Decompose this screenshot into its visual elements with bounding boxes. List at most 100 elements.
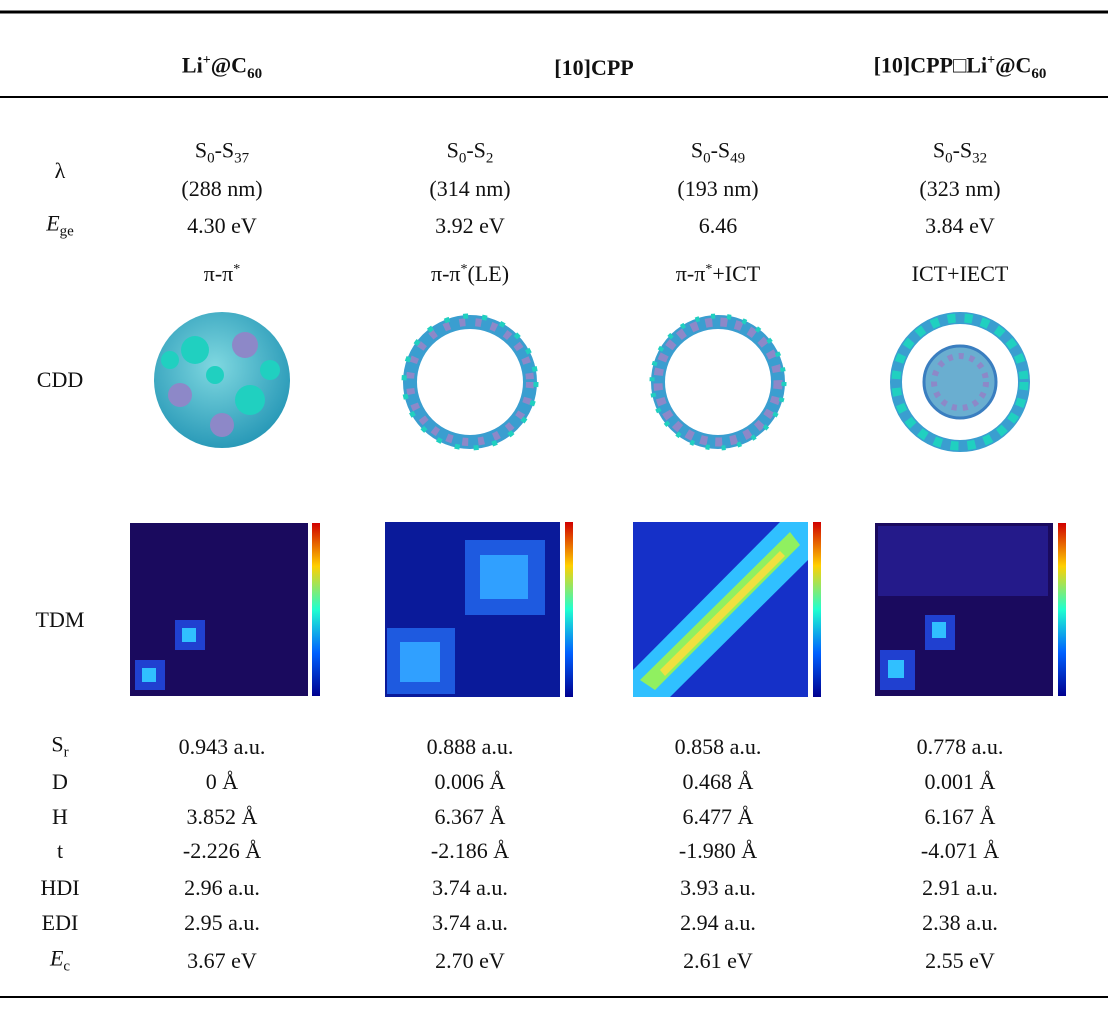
text-run: EDI (42, 910, 79, 935)
tdm-image (385, 522, 573, 697)
table-cell: 6.367 Å (435, 806, 506, 828)
text-run: 3.84 eV (925, 213, 995, 238)
text-run: HDI (40, 875, 79, 900)
table-cell: π-π*+ICT (676, 263, 760, 285)
text-run: H (52, 804, 68, 829)
table-cell: -2.186 Å (431, 840, 509, 862)
text-run: -S (711, 137, 731, 162)
row-label: Ege (46, 212, 74, 239)
table-cell: 4.30 eV (187, 215, 257, 237)
cdd-image (896, 318, 1024, 446)
text-run: + (203, 53, 211, 68)
text-run: 0.006 Å (435, 769, 506, 794)
table-cell: 3.74 a.u. (432, 912, 508, 934)
table-cell: 0 Å (206, 771, 238, 793)
text-run: S (691, 137, 703, 162)
text-run: 0.943 a.u. (179, 734, 266, 759)
text-run: 0 (459, 151, 467, 167)
row-label: TDM (36, 609, 85, 631)
text-run: -S (953, 137, 973, 162)
table-cell: 2.94 a.u. (680, 912, 756, 934)
text-run: [10]CPP□Li (874, 52, 988, 77)
text-run: (LE) (468, 261, 510, 286)
table-cell: S0-S37 (195, 139, 249, 166)
text-run: -S (215, 137, 235, 162)
text-run: ICT+IECT (912, 261, 1009, 286)
text-run: (323 nm) (919, 176, 1000, 201)
text-run: t (57, 838, 63, 863)
text-run: D (52, 769, 68, 794)
table-cell: -1.980 Å (679, 840, 757, 862)
table-cell: 6.167 Å (925, 806, 996, 828)
text-run: 0.001 Å (925, 769, 996, 794)
text-run: CDD (37, 367, 83, 392)
text-run: 0 (945, 151, 953, 167)
text-run: π-π (204, 261, 234, 286)
table-cell: 3.92 eV (435, 215, 505, 237)
table-cell: ICT+IECT (912, 263, 1009, 285)
text-run: 60 (247, 66, 262, 82)
text-run: 2.95 a.u. (184, 910, 260, 935)
table-cell: 0.888 a.u. (427, 736, 514, 758)
text-run: Li (182, 52, 203, 77)
text-run: 3.67 eV (187, 948, 257, 973)
tdm-image (875, 523, 1066, 696)
cdd-image (154, 312, 290, 448)
table-cell: 0.006 Å (435, 771, 506, 793)
row-label: CDD (37, 369, 83, 391)
text-run: S (51, 731, 63, 756)
text-run: @C (211, 52, 247, 77)
text-run: 3.74 a.u. (432, 875, 508, 900)
table-cell: 0.943 a.u. (179, 736, 266, 758)
tdm-image (130, 523, 320, 696)
text-run: 0.858 a.u. (675, 734, 762, 759)
text-run: S (933, 137, 945, 162)
text-run: 3.92 eV (435, 213, 505, 238)
text-run: S (195, 137, 207, 162)
text-run: 0.888 a.u. (427, 734, 514, 759)
table-cell: π-π*(LE) (431, 263, 509, 285)
text-run: * (705, 262, 712, 277)
table-cell: 0.001 Å (925, 771, 996, 793)
text-run: E (50, 945, 63, 970)
text-run: 2.70 eV (435, 948, 505, 973)
text-run: 2.96 a.u. (184, 875, 260, 900)
table-cell: 6.477 Å (683, 806, 754, 828)
text-run: 60 (1031, 66, 1046, 82)
text-run: * (461, 262, 468, 277)
table-cell: 3.67 eV (187, 950, 257, 972)
row-label: Sr (51, 733, 68, 760)
column-header: [10]CPP (554, 57, 633, 79)
table-cell: 0.858 a.u. (675, 736, 762, 758)
table-cell: S0-S32 (933, 139, 987, 166)
row-label: EDI (42, 912, 79, 934)
table-cell: (193 nm) (677, 178, 758, 200)
column-header: [10]CPP□Li+@C60 (874, 54, 1047, 82)
text-run: 6.46 (699, 213, 738, 238)
text-run: S (447, 137, 459, 162)
table-cell: (314 nm) (429, 178, 510, 200)
page: Li+@C60[10]CPP[10]CPP□Li+@C60λS0-S37(288… (0, 0, 1108, 1031)
text-run: 3.93 a.u. (680, 875, 756, 900)
text-run: +ICT (712, 261, 760, 286)
text-run: 4.30 eV (187, 213, 257, 238)
text-run: 37 (234, 151, 249, 167)
text-run: (314 nm) (429, 176, 510, 201)
text-run: 2 (486, 151, 494, 167)
table-cell: π-π* (204, 263, 241, 285)
text-run: 6.477 Å (683, 804, 754, 829)
text-run: 2.38 a.u. (922, 910, 998, 935)
table-cell: 3.852 Å (187, 806, 258, 828)
text-run: ge (60, 224, 74, 240)
table-cell: 0.778 a.u. (917, 736, 1004, 758)
table-cell: 3.93 a.u. (680, 877, 756, 899)
table-cell: 2.61 eV (683, 950, 753, 972)
table-cell: 6.46 (699, 215, 738, 237)
text-run: 2.91 a.u. (922, 875, 998, 900)
text-run: r (64, 745, 69, 761)
cdd-image (652, 316, 784, 448)
table-cell: -2.226 Å (183, 840, 261, 862)
table-cell: 0.468 Å (683, 771, 754, 793)
text-run: -S (466, 137, 486, 162)
text-run: 6.167 Å (925, 804, 996, 829)
